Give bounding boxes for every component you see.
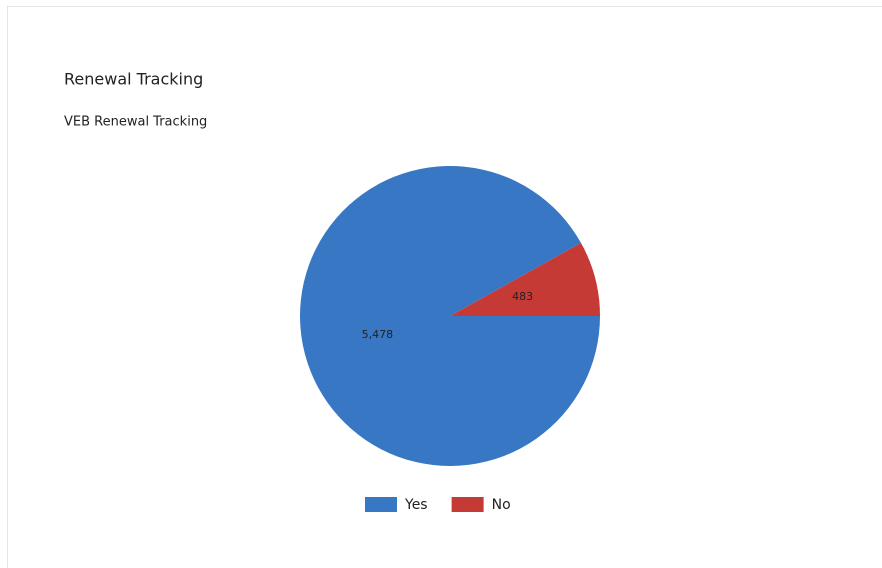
legend-swatch	[365, 497, 397, 512]
chart-title: Renewal Tracking	[64, 70, 203, 89]
chart-subtitle: VEB Renewal Tracking	[64, 115, 207, 130]
legend-swatch	[451, 497, 484, 512]
data-label: 5,478	[362, 328, 394, 341]
pie-slice	[450, 242, 600, 316]
legend-label: Yes	[404, 497, 428, 513]
legend-label: No	[492, 497, 511, 513]
data-label: 483	[512, 290, 533, 303]
